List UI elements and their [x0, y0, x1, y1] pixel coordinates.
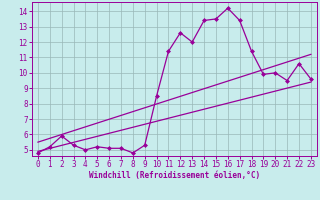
X-axis label: Windchill (Refroidissement éolien,°C): Windchill (Refroidissement éolien,°C) — [89, 171, 260, 180]
